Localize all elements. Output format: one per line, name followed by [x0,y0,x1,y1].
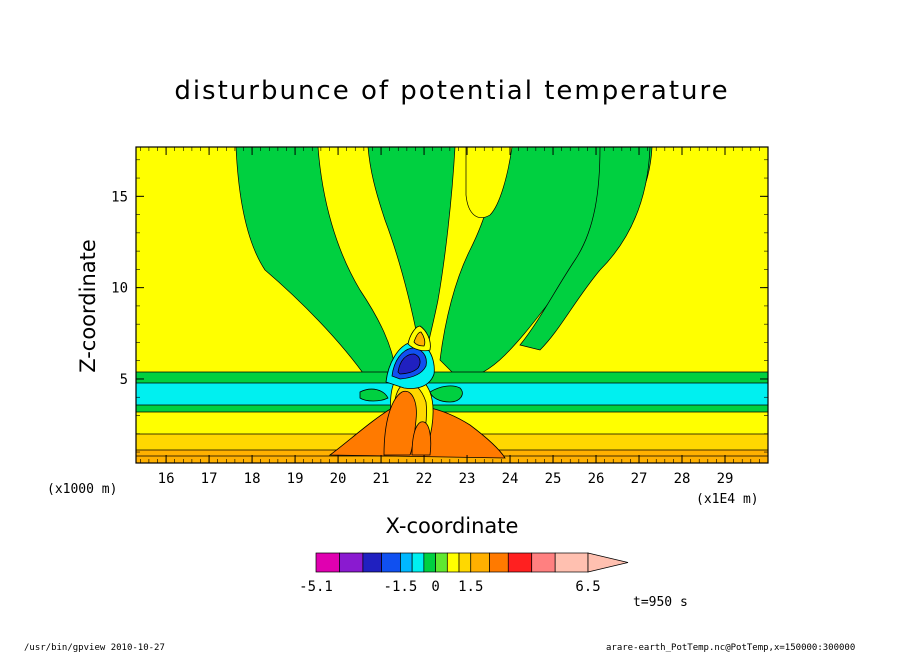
colorbar-segment [315,552,340,573]
x-tick-label: 28 [674,471,691,487]
disturbance-green-shadow [359,388,389,402]
disturbance-dark-blue [397,353,421,375]
colorbar-extend-arrow [587,552,629,573]
x-axis-label: X-coordinate [385,514,519,538]
x-tick-label: 19 [287,471,304,487]
colorbar-segment [507,552,533,573]
x-tick-label: 18 [244,471,261,487]
x-tick-label: 29 [717,471,734,487]
x-tick-label: 16 [158,471,175,487]
colorbar [315,552,629,573]
colorbar-segment [531,552,556,573]
x-tick-label: 25 [545,471,562,487]
x-tick-label: 26 [588,471,605,487]
colorbar-segment [423,552,436,573]
y-tick-label: 15 [111,189,128,205]
colorbar-segment [435,552,448,573]
colorbar-tick-label: -1.5 [384,579,418,595]
x-tick-label: 27 [631,471,648,487]
colorbar-segment [489,552,509,573]
x-tick-label: 22 [416,471,433,487]
x-tick-label: 24 [502,471,519,487]
colorbar-tick-label: 0 [431,579,439,595]
colorbar-tick-label: -5.1 [299,579,333,595]
colorbar-segment [458,552,472,573]
footer-left: /usr/bin/gpview 2010-10-27 [24,643,165,653]
colorbar-segment [362,552,383,573]
footer-right: arare-earth_PotTemp.nc@PotTemp,x=150000:… [606,643,856,653]
disturbance-red-right [411,421,432,456]
y-tick-label: 5 [120,372,128,388]
colorbar-segment [470,552,490,573]
chart-title: disturbunce of potential temperature [174,76,730,106]
x-axis-ticks: 16 17 18 19 20 21 22 23 24 25 26 27 28 29 [139,147,769,487]
colorbar-tick-label: 1.5 [458,579,483,595]
colorbar-labels: -5.1 -1.5 0 1.5 6.5 [299,579,601,595]
plot-frame [135,146,769,464]
disturbance-cap-orange [413,331,426,347]
colorbar-segment [411,552,425,573]
x-tick-label: 23 [459,471,476,487]
plume-right-notch [465,147,513,218]
colorbar-segment [339,552,364,573]
colorbar-segment [381,552,401,573]
colorbar-segment [446,552,460,573]
y-axis-ticks: 5 10 15 [111,159,768,453]
plume-far-right [519,147,651,351]
x-tick-label: 17 [201,471,218,487]
x-unit-left: (x1000 m) [47,482,118,497]
x-unit-right: (x1E4 m) [696,492,759,507]
y-tick-label: 10 [111,281,128,297]
x-tick-label: 21 [373,471,390,487]
x-tick-label: 20 [330,471,347,487]
colorbar-tick-label: 6.5 [575,579,600,595]
colorbar-segment [554,552,589,573]
time-label: t=950 s [633,595,688,610]
disturbance-green-wing [429,385,463,403]
colorbar-segment [400,552,413,573]
